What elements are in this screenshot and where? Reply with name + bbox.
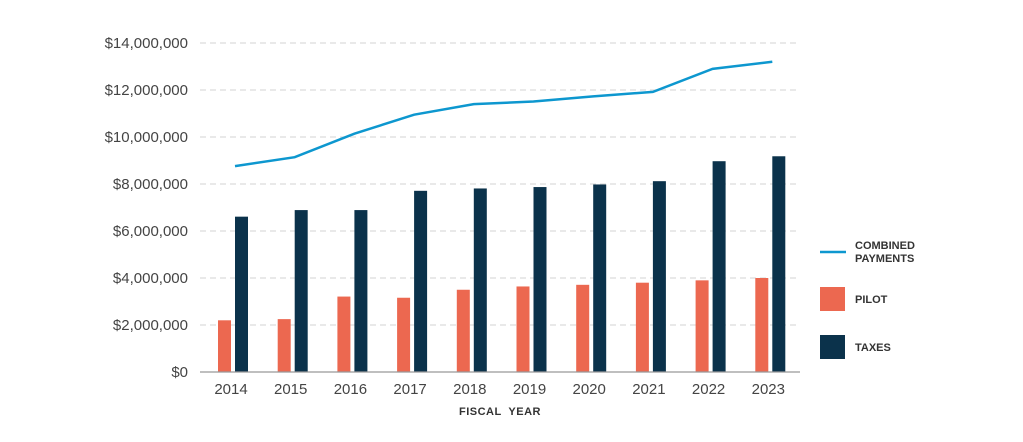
x-tick-label: 2021	[632, 381, 665, 398]
bar-taxes-2020	[593, 184, 607, 372]
y-tick-label: $10,000,000	[105, 129, 188, 146]
bar-taxes-2021	[652, 181, 666, 372]
bar-taxes-2022	[712, 161, 726, 372]
bar-taxes-2017	[414, 190, 428, 372]
bar-taxes-2016	[354, 210, 368, 372]
x-tick-label: 2022	[692, 381, 725, 398]
y-tick-label: $12,000,000	[105, 82, 188, 99]
legend-label-payments: PAYMENTS	[855, 253, 914, 265]
bar-pilot-2019	[516, 286, 530, 372]
y-tick-label: $8,000,000	[113, 176, 188, 193]
x-tick-label: 2015	[274, 381, 307, 398]
x-tick-label: 2020	[573, 381, 606, 398]
x-tick-label: 2014	[214, 381, 247, 398]
legend-swatch-taxes	[820, 335, 845, 359]
bar-taxes-2015	[294, 210, 308, 372]
bar-pilot-2021	[635, 282, 649, 372]
x-tick-label: 2016	[334, 381, 367, 398]
bar-pilot-2022	[695, 280, 709, 372]
x-tick-label: 2017	[393, 381, 426, 398]
y-tick-label: $0	[171, 364, 188, 381]
bar-pilot-2017	[397, 297, 411, 372]
legend-label-combined: COMBINED	[855, 240, 915, 252]
x-axis-label: FISCAL YEAR	[459, 406, 541, 418]
bar-pilot-2015	[277, 319, 291, 372]
bar-pilot-2014	[218, 320, 231, 372]
x-tick-label: 2023	[752, 381, 785, 398]
y-tick-label: $2,000,000	[113, 317, 188, 334]
legend: COMBINED PAYMENTS PILOT TAXES	[820, 240, 915, 359]
legend-label-taxes: TAXES	[855, 342, 891, 354]
line-combined-payments	[234, 60, 773, 168]
bar-taxes-2023	[772, 156, 786, 372]
y-tick-label: $6,000,000	[113, 223, 188, 240]
bar-pilot-2016	[337, 296, 351, 372]
bar-taxes-2014	[235, 216, 248, 372]
bar-pilot-2018	[456, 289, 470, 372]
x-tick-label: 2018	[453, 381, 486, 398]
legend-swatch-pilot	[820, 287, 845, 311]
bar-pilot-2020	[576, 284, 590, 372]
y-tick-label: $4,000,000	[113, 270, 188, 287]
legend-label-pilot: PILOT	[855, 294, 888, 306]
bar-taxes-2019	[533, 187, 547, 372]
bar-pilot-2023	[755, 278, 769, 372]
x-tick-label: 2019	[513, 381, 546, 398]
y-tick-label: $14,000,000	[105, 35, 188, 52]
bar-taxes-2018	[473, 188, 487, 372]
